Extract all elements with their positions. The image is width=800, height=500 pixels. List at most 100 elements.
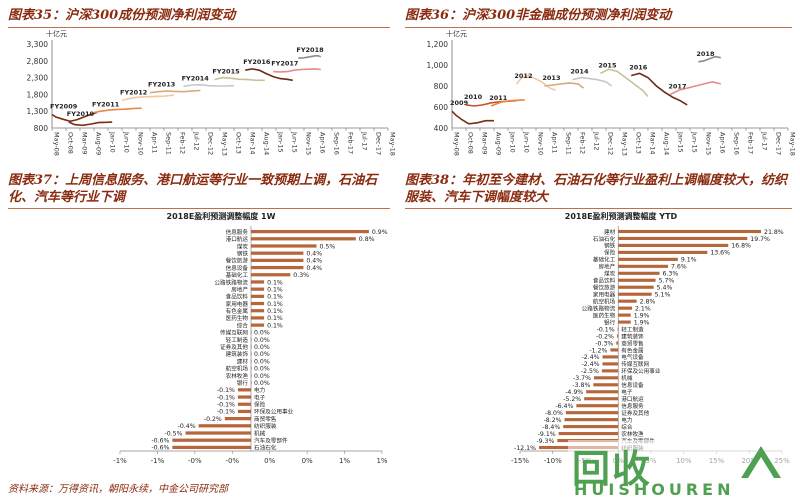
chart38-value-label: 5.1% (655, 292, 671, 299)
chart37-value-label: 0.0% (254, 337, 270, 344)
chart37-bar (251, 265, 304, 270)
chart38-category-label: 港口航运 (621, 395, 644, 403)
chart38-value-label: -5.2% (563, 396, 581, 403)
chart38-value-label: -0.3% (595, 340, 613, 347)
chart37-value-label: 0.0% (254, 366, 270, 373)
chart37-bar (251, 251, 304, 255)
chart37-category-label: 电子 (254, 393, 266, 401)
chart38-bar (618, 229, 762, 234)
chart37-value-label: 0.8% (359, 236, 375, 243)
chart38-bar (576, 404, 619, 408)
chart36-title: 图表36：沪深300非金融成份预测净利润变动 (405, 8, 672, 23)
chart37-category-label: 港口航运 (226, 235, 249, 243)
chart37-value-label: -0.1% (217, 394, 235, 401)
chart37-category-label: 基础化工 (226, 271, 249, 279)
chart35-series-line (121, 94, 174, 102)
chart36-x-tick-label: Feb-17 (747, 132, 755, 154)
chart37-bar (237, 388, 251, 392)
chart36-series-line (600, 68, 649, 98)
chart37-value-label: -0.6% (151, 438, 169, 445)
chart38-value-label: -8.0% (545, 410, 563, 417)
chart38-category-label: 公路铁路物流 (582, 304, 616, 312)
chart37-value-label: -0.2% (204, 416, 222, 423)
chart37-category-label: 食品饮料 (226, 293, 249, 301)
chart36-x-tick-label: Mar-09 (481, 132, 489, 154)
chart38-category-label: 电气设备 (621, 353, 644, 361)
chart36-y-tick-label: 1,200 (427, 40, 449, 49)
chart37-category-label: 保险 (254, 401, 266, 409)
chart36-series-line (451, 110, 494, 125)
watermark-brand: HUISHOUREN (574, 480, 735, 499)
chart37-bar (251, 373, 252, 378)
chart38-category-label: 建筑装饰 (621, 332, 644, 340)
chart37-category-label: 商贸零售 (254, 415, 277, 423)
chart38-category-label: 煤炭 (604, 270, 616, 278)
chart37-bar (237, 409, 251, 414)
chart38-category-label: 农林牧渔 (621, 430, 644, 438)
chart37-value-label: -0.1% (217, 409, 235, 416)
watermark-backdrop (568, 440, 793, 498)
chart38-bar (563, 425, 619, 429)
chart35-series-line (68, 121, 113, 127)
chart37-value-label: -0.1% (217, 387, 235, 394)
chart38-bar (586, 390, 619, 394)
chart38-category-label: 环保及公用事业 (621, 367, 661, 375)
chart38-bar (618, 271, 660, 275)
chart36-series-label: 2011 (489, 94, 508, 102)
chart37-value-label: 0.1% (267, 322, 283, 329)
chart38-value-label: -2.4% (582, 354, 600, 361)
watermark-logo-text: 回收 (572, 447, 653, 491)
chart36-series-label: 2009 (450, 99, 469, 107)
chart38-bar (618, 243, 729, 247)
chart38-bar (618, 264, 669, 268)
chart36-series-line (544, 82, 585, 89)
chart35-x-tick-label: Nov-15 (305, 132, 313, 155)
chart37-x-tick-label: 0% (302, 457, 313, 465)
chart36-x-tick-label: Sep-11 (565, 132, 573, 155)
chart35-y-tick-label: 3,300 (27, 40, 49, 49)
chart37-category-label: 石油石化 (254, 444, 277, 452)
chart38-bar (618, 306, 633, 310)
chart37-bar (251, 381, 252, 385)
chart38-bar (618, 236, 748, 241)
chart36-series-label: 2013 (542, 74, 560, 82)
chart37-x-tick-label: -0% (188, 457, 202, 465)
chart37-value-label: -0.6% (151, 445, 169, 452)
watermark-mountain-icon (741, 446, 781, 478)
chart35-y-tick-label: 1,300 (27, 107, 49, 116)
chart38-title: 图表38：年初至今建材、石油石化等行业盈利上调幅度较大，纺织服装、汽车下调幅度较… (405, 173, 788, 205)
chart36-x-tick-label: Oct-13 (635, 132, 643, 154)
chart35-series-label: FY2011 (92, 101, 120, 109)
chart38-value-label: 2.8% (640, 298, 656, 305)
chart38-value-label: -3.8% (572, 382, 590, 389)
chart37-value-label: 0.4% (306, 265, 322, 272)
chart38-value-label: -3.7% (573, 375, 591, 382)
chart35-x-tick-label: Apr-11 (151, 132, 159, 153)
chart37-bar (251, 273, 291, 277)
chart38-bar (618, 250, 708, 254)
chart36-x-tick-label: Nov-15 (705, 132, 713, 155)
chart37-bar (251, 359, 252, 363)
chart36-x-tick-label: Aug-09 (495, 132, 503, 155)
chart37-bar (172, 445, 251, 450)
chart37-value-label: 0.1% (267, 294, 283, 301)
chart35-series-line (183, 83, 235, 88)
chart38-category-label: 食品饮料 (593, 277, 616, 285)
chart37-bar (251, 316, 265, 320)
chart37-category-label: 煤炭 (237, 242, 249, 250)
chart37-category-label: 轻工制造 (226, 336, 249, 344)
chart37-category-label: 环保及公用事业 (254, 408, 294, 416)
chart37-value-label: 0.4% (306, 250, 322, 257)
chart38-value-label: -4.9% (565, 389, 583, 396)
chart35-series-line (51, 111, 98, 123)
chart38-category-label: 银行 (604, 318, 616, 326)
chart38-value-label: 5.4% (657, 285, 673, 292)
chart37-category-label: 综合 (237, 321, 249, 329)
chart37-category-label: 信息设备 (226, 264, 249, 272)
chart36-series-line (490, 99, 525, 107)
chart35-y-tick-label: 2,300 (27, 74, 49, 83)
chart38-bar (602, 355, 619, 359)
chart35-x-tick-label: Sep-16 (333, 132, 341, 155)
chart38-category-label: 餐饮旅游 (593, 284, 616, 292)
chart36-x-tick-label: Oct-08 (467, 132, 475, 154)
